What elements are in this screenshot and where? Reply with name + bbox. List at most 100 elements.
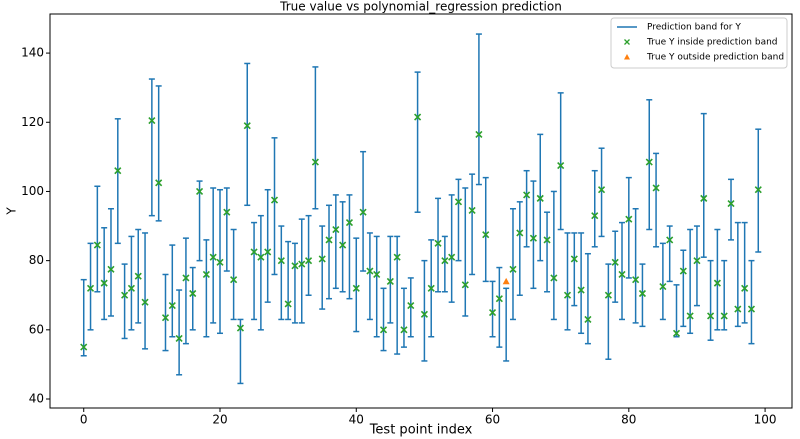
inside-marker	[434, 239, 442, 247]
error-bar	[448, 194, 455, 303]
x-tick-label: 80	[621, 413, 636, 427]
y-axis-label: Y	[5, 207, 19, 216]
y-tick-label: 100	[21, 184, 44, 198]
error-bar	[578, 232, 585, 335]
inside-marker	[209, 253, 217, 261]
inside-marker	[652, 184, 660, 192]
error-bar	[530, 180, 537, 290]
inside-marker	[93, 241, 101, 249]
legend-box	[610, 17, 788, 69]
inside-marker	[727, 199, 735, 208]
inside-marker	[666, 236, 674, 244]
error-bar	[121, 263, 128, 340]
error-bar	[87, 242, 94, 331]
x-tick-label: 60	[485, 413, 500, 427]
inside-marker	[386, 277, 394, 285]
error-bar	[564, 232, 571, 331]
inside-marker	[563, 291, 572, 299]
inside-marker	[407, 302, 415, 310]
x-tick-label: 0	[80, 413, 88, 427]
inside-marker	[257, 253, 265, 261]
error-bar	[196, 180, 203, 262]
inside-marker	[325, 236, 333, 244]
error-bar	[475, 33, 482, 186]
error-bar	[114, 118, 121, 245]
inside-marker	[332, 225, 340, 234]
inside-marker	[189, 289, 197, 298]
inside-marker	[604, 291, 612, 299]
error-bar	[305, 214, 312, 296]
error-bar	[666, 225, 673, 283]
error-bar	[455, 178, 462, 262]
inside-marker	[557, 161, 565, 170]
error-bar	[312, 66, 319, 210]
inside-marker	[482, 231, 490, 239]
error-bar	[319, 225, 326, 310]
y-tick-label: 60	[29, 322, 44, 336]
inside-marker	[713, 279, 721, 287]
error-bar	[496, 266, 503, 348]
error-bar	[523, 169, 530, 248]
inside-marker	[577, 286, 585, 294]
error-bar	[503, 287, 510, 362]
x-axis-label: Test point index	[369, 423, 473, 438]
error-bar	[346, 194, 353, 300]
inside-marker	[414, 113, 422, 121]
inside-marker	[195, 187, 204, 196]
error-bar	[169, 244, 176, 338]
error-bar	[162, 273, 169, 352]
error-bar	[584, 252, 591, 345]
inside-marker	[509, 265, 517, 273]
inside-marker	[175, 334, 183, 343]
error-bar	[223, 187, 230, 272]
error-bar	[176, 289, 183, 376]
inside-marker	[584, 315, 592, 324]
inside-marker	[311, 158, 319, 166]
inside-marker	[672, 329, 681, 337]
inside-marker	[168, 302, 176, 310]
inside-marker	[734, 305, 742, 313]
inside-marker	[284, 300, 292, 308]
inside-marker	[618, 270, 626, 279]
error-bar	[142, 232, 149, 350]
inside-marker	[318, 255, 326, 263]
error-bar	[748, 259, 755, 345]
error-bar	[659, 242, 666, 321]
error-bar	[482, 176, 489, 283]
outside-marker	[502, 277, 510, 285]
error-bar	[639, 263, 646, 328]
error-bar	[244, 62, 251, 207]
inside-marker	[475, 130, 483, 138]
error-bar	[285, 240, 292, 321]
error-bar	[598, 147, 605, 238]
error-bar	[210, 187, 217, 324]
x-tick-label: 100	[754, 413, 777, 427]
inside-marker	[305, 257, 313, 265]
inside-marker	[679, 267, 687, 275]
inside-marker	[754, 186, 762, 194]
inside-marker	[597, 186, 606, 194]
error-bar	[291, 242, 298, 324]
error-bar	[203, 239, 210, 338]
error-bar	[326, 204, 333, 300]
error-bar	[509, 208, 516, 321]
inside-marker	[264, 248, 272, 256]
inside-marker	[495, 295, 503, 303]
inside-marker	[379, 326, 388, 334]
inside-marker	[250, 248, 258, 256]
inside-marker	[230, 276, 238, 284]
error-bar	[155, 85, 162, 222]
error-bar	[741, 221, 748, 324]
inside-marker	[216, 258, 224, 266]
error-bar	[693, 225, 700, 307]
inside-marker	[148, 116, 156, 125]
inside-marker	[529, 234, 537, 242]
inside-marker	[747, 305, 756, 313]
error-bar	[339, 201, 346, 293]
inside-marker	[373, 270, 381, 279]
inside-marker	[161, 314, 170, 322]
error-bar	[462, 187, 469, 317]
inside-marker	[134, 272, 142, 280]
inside-marker	[107, 265, 115, 273]
